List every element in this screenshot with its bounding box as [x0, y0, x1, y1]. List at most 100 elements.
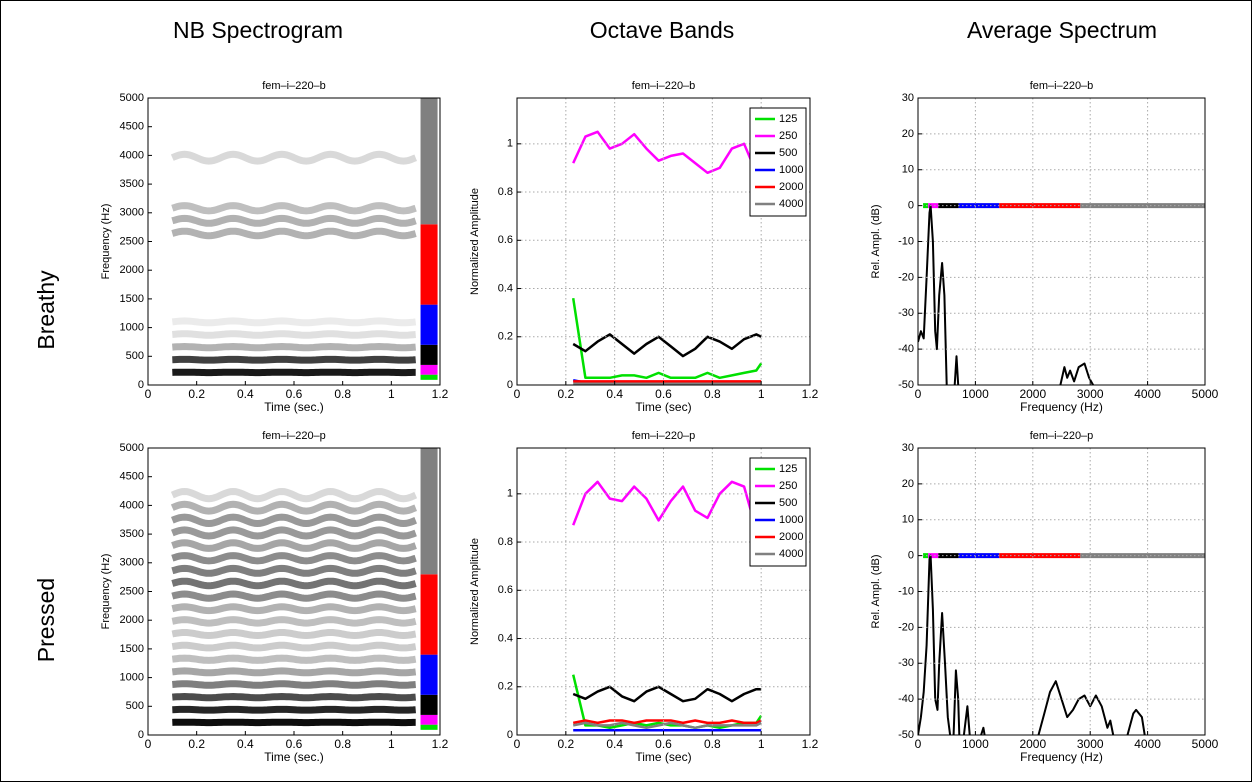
y-tick-label: -10	[898, 235, 914, 247]
y-tick-label: 0	[908, 200, 914, 212]
legend-label: 4000	[779, 198, 803, 210]
harmonic	[172, 607, 415, 611]
column-title: NB Spectrogram	[173, 17, 343, 43]
octave-band	[421, 375, 438, 380]
legend-label: 500	[779, 497, 797, 509]
y-tick-label: 0	[507, 379, 513, 391]
y-tick-label: 500	[126, 350, 144, 362]
y-tick-label: 3500	[120, 178, 144, 190]
harmonic	[172, 347, 415, 348]
octave-band	[421, 448, 438, 574]
harmonic	[172, 334, 415, 336]
harmonic	[172, 645, 415, 648]
x-axis-label: Time (sec.)	[264, 400, 324, 414]
y-axis-label: Frequency (Hz)	[100, 554, 112, 630]
y-tick-label: 30	[902, 92, 914, 104]
y-tick-label: 1500	[120, 293, 144, 305]
y-tick-label: 3000	[120, 207, 144, 219]
x-tick-label: 0.4	[606, 737, 623, 751]
x-tick-label: 0.6	[286, 737, 303, 751]
y-tick-label: 1500	[120, 643, 144, 655]
octave-band	[421, 725, 438, 730]
octave-band	[421, 365, 438, 375]
x-tick-label: 0.4	[237, 387, 254, 401]
x-tick-label: 1.2	[432, 737, 449, 751]
x-tick-label: 0.2	[557, 387, 574, 401]
y-tick-label: 0	[507, 729, 513, 741]
y-tick-label: -30	[898, 307, 914, 319]
y-tick-label: 1	[507, 138, 513, 150]
x-tick-label: 5000	[1192, 387, 1219, 401]
y-tick-label: -30	[898, 657, 914, 669]
y-tick-label: 4500	[120, 121, 144, 133]
x-tick-label: 0.4	[606, 387, 623, 401]
x-tick-label: 0	[514, 737, 521, 751]
octave-band	[421, 574, 438, 654]
plot-area	[148, 98, 440, 385]
octave-band	[938, 553, 958, 558]
y-axis-label: Rel. Ampl. (dB)	[870, 205, 882, 279]
y-tick-label: 2000	[120, 614, 144, 626]
y-axis-label: Normalized Amplitude	[469, 188, 481, 295]
x-tick-label: 0.6	[655, 737, 672, 751]
axes-title: fem–i–220–b	[632, 80, 696, 92]
y-tick-label: 0	[138, 729, 144, 741]
y-tick-label: 0.8	[498, 536, 513, 548]
legend-label: 1000	[779, 164, 803, 176]
y-tick-label: 0	[138, 379, 144, 391]
legend-label: 250	[779, 480, 797, 492]
x-tick-label: 0.8	[704, 737, 721, 751]
x-tick-label: 0.8	[704, 387, 721, 401]
y-tick-label: -50	[898, 379, 914, 391]
harmonic	[172, 633, 415, 636]
y-tick-label: -20	[898, 271, 914, 283]
y-tick-label: 20	[902, 478, 914, 490]
harmonic	[172, 671, 415, 673]
harmonic	[172, 709, 415, 710]
octave-band	[938, 203, 958, 208]
x-tick-label: 0	[514, 387, 521, 401]
axes-title: fem–i–220–b	[1030, 80, 1094, 92]
y-tick-label: 0	[908, 550, 914, 562]
axes-title: fem–i–220–b	[262, 80, 326, 92]
x-tick-label: 3000	[1077, 737, 1104, 751]
y-tick-label: 0.6	[498, 234, 513, 246]
x-tick-label: 0.8	[334, 737, 351, 751]
x-tick-label: 1.2	[432, 387, 449, 401]
x-axis-label: Frequency (Hz)	[1020, 750, 1103, 764]
y-tick-label: 0.6	[498, 584, 513, 596]
x-axis-label: Time (sec)	[635, 750, 691, 764]
x-tick-label: 0	[145, 737, 152, 751]
octave-band	[421, 655, 438, 695]
harmonic	[172, 620, 415, 624]
y-tick-label: 2500	[120, 235, 144, 247]
column-title: Octave Bands	[590, 17, 734, 43]
y-tick-label: 1000	[120, 672, 144, 684]
octave-band	[421, 98, 438, 224]
y-tick-label: 500	[126, 700, 144, 712]
harmonic	[172, 658, 415, 660]
axes-title: fem–i–220–p	[262, 430, 326, 442]
column-title: Average Spectrum	[967, 17, 1157, 43]
x-axis-label: Frequency (Hz)	[1020, 400, 1103, 414]
x-tick-label: 0.6	[286, 387, 303, 401]
x-tick-label: 1	[758, 387, 765, 401]
plot-area	[918, 448, 1205, 735]
y-tick-label: 10	[902, 514, 914, 526]
plot-area	[918, 98, 1205, 385]
harmonic	[172, 684, 415, 686]
y-tick-label: 20	[902, 128, 914, 140]
legend-label: 500	[779, 147, 797, 159]
y-tick-label: 5000	[120, 442, 144, 454]
x-tick-label: 0.6	[655, 387, 672, 401]
x-axis-label: Time (sec.)	[264, 750, 324, 764]
x-tick-label: 0.8	[334, 387, 351, 401]
x-tick-label: 1.2	[802, 737, 819, 751]
y-tick-label: -40	[898, 693, 914, 705]
legend-label: 2000	[779, 531, 803, 543]
x-tick-label: 2000	[1019, 387, 1046, 401]
x-tick-label: 1	[388, 387, 395, 401]
y-tick-label: 5000	[120, 92, 144, 104]
y-tick-label: 0.2	[498, 681, 513, 693]
legend-label: 125	[779, 463, 797, 475]
